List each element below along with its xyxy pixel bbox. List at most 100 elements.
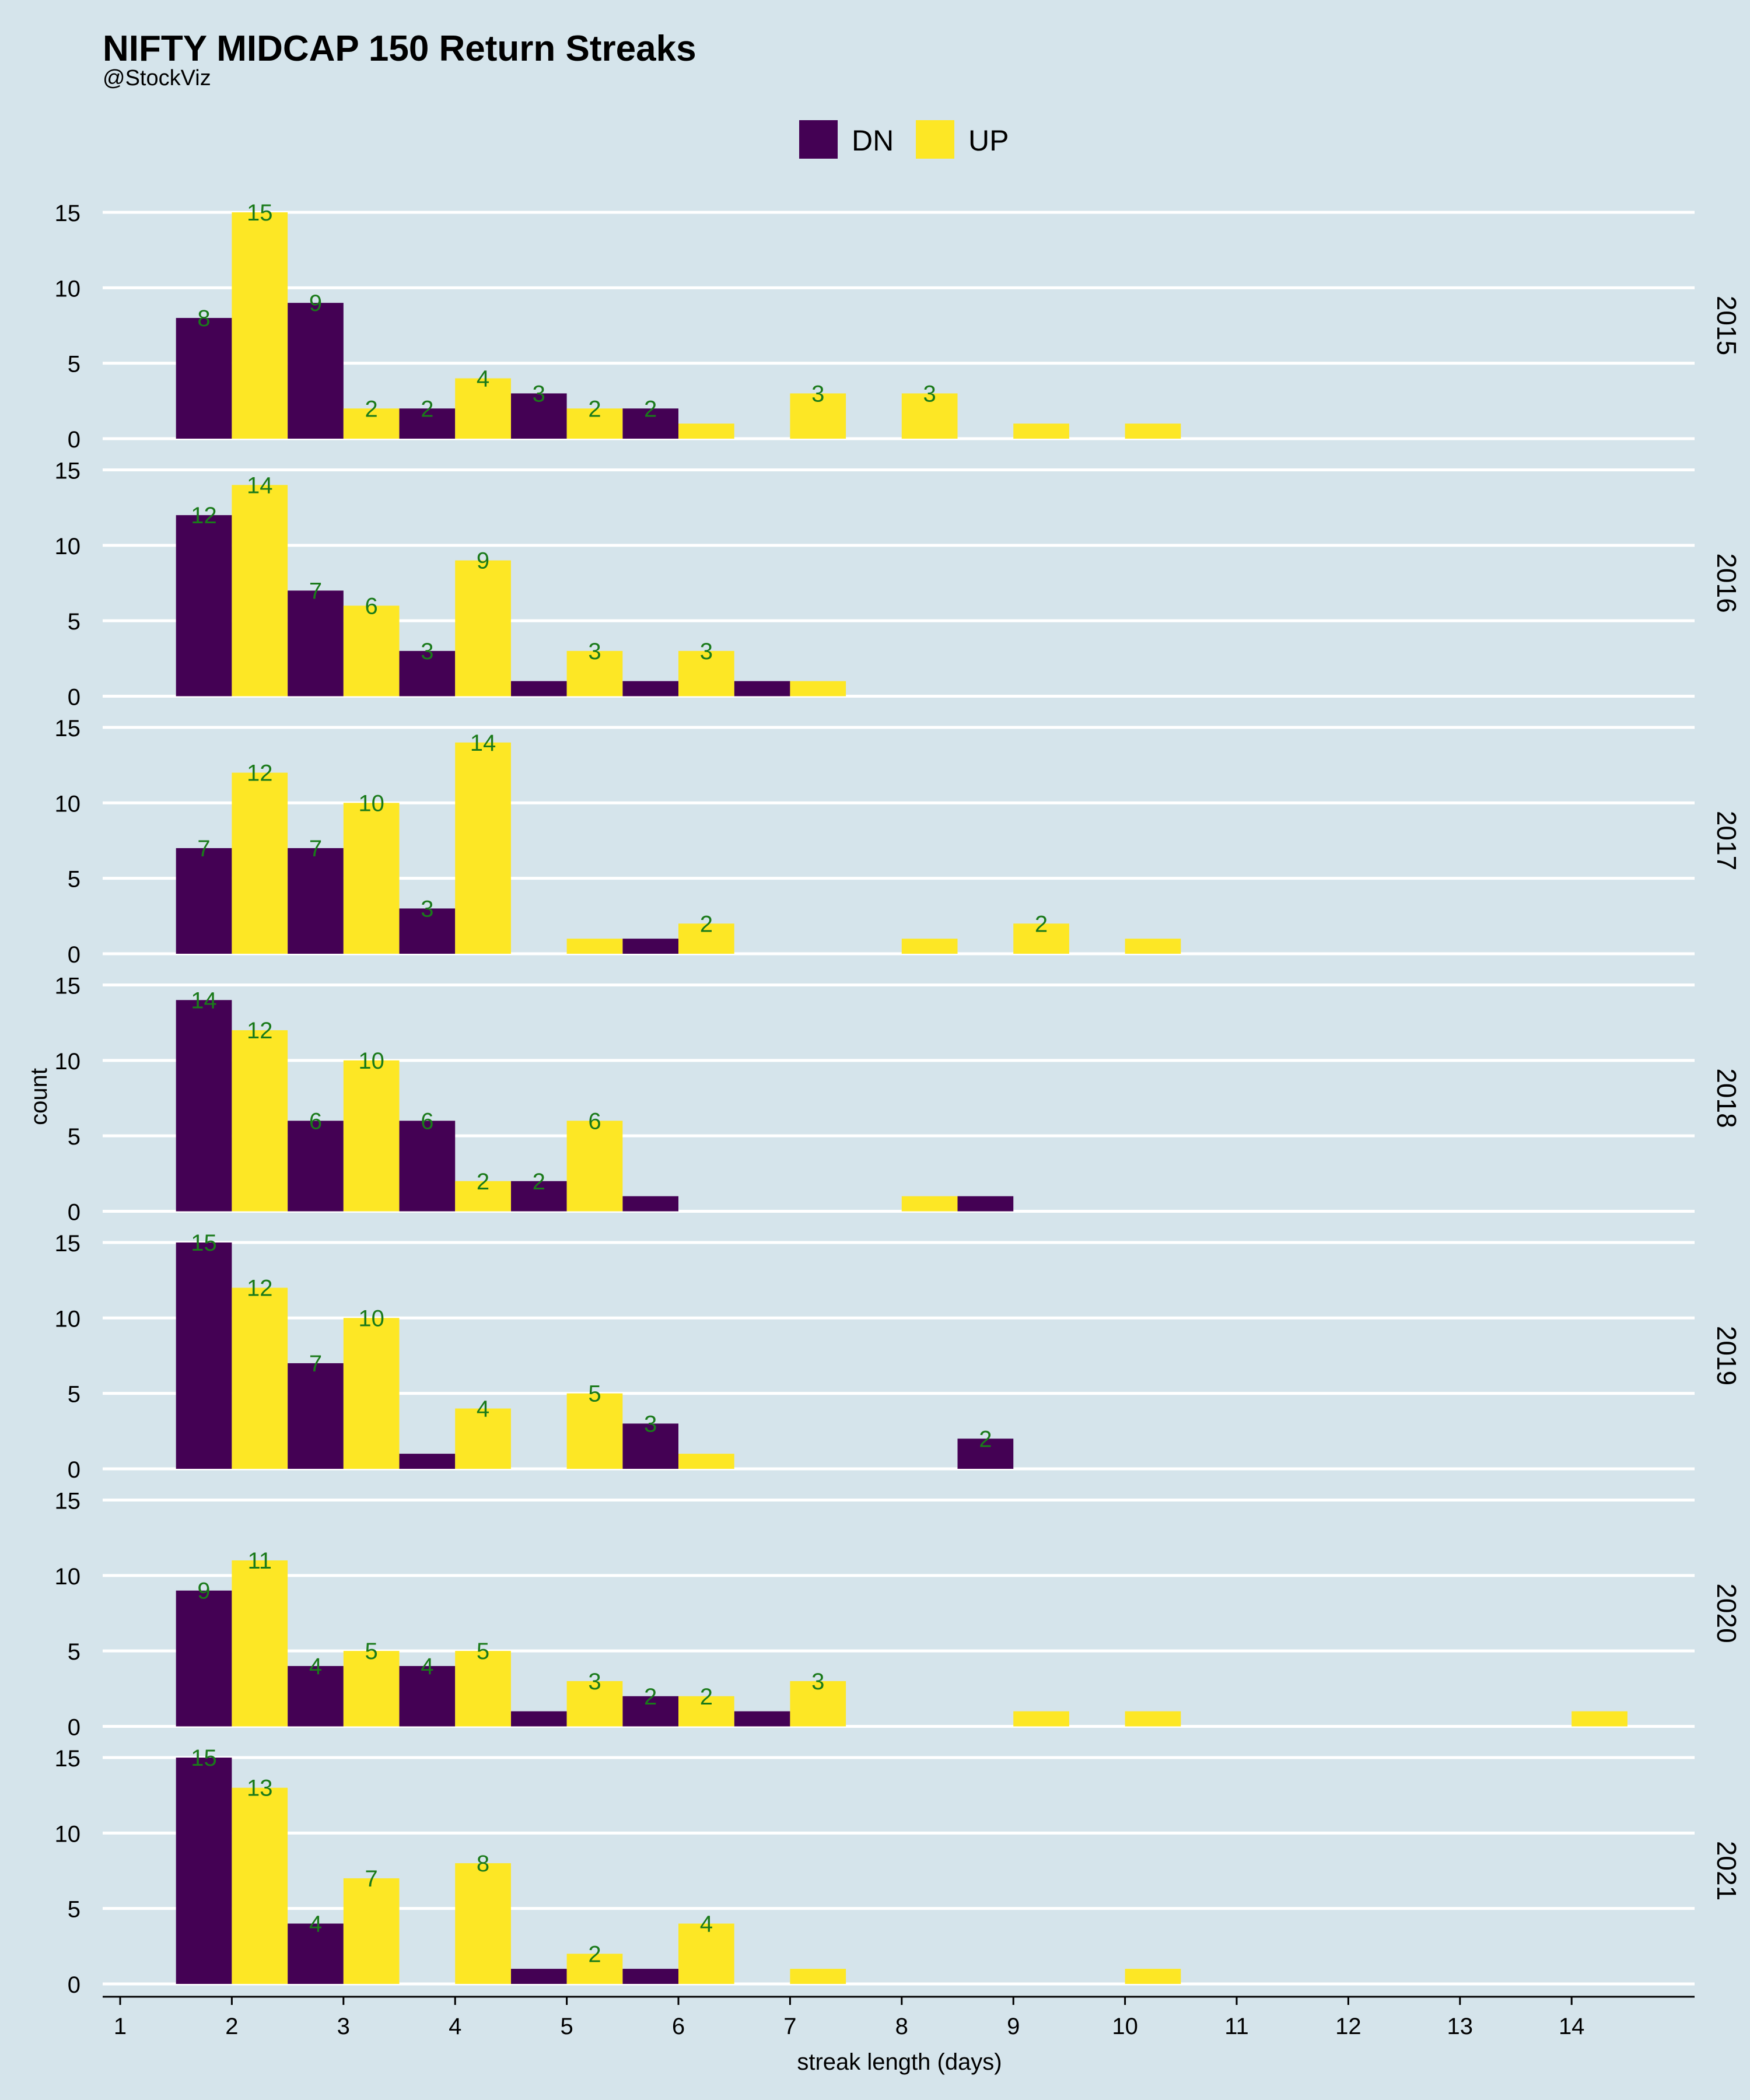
facet-strip-label: 2019 bbox=[1712, 1326, 1742, 1385]
data-label: 8 bbox=[197, 306, 210, 331]
bar-dn bbox=[176, 318, 232, 439]
data-label: 15 bbox=[247, 200, 273, 226]
data-label: 2 bbox=[1035, 911, 1048, 937]
bar-up bbox=[343, 408, 400, 439]
data-label: 6 bbox=[588, 1108, 601, 1134]
bar-up bbox=[1013, 424, 1069, 439]
bar-up bbox=[455, 378, 511, 439]
facet-strip-label: 2016 bbox=[1712, 553, 1742, 612]
data-label: 12 bbox=[247, 761, 273, 786]
bar-dn bbox=[288, 848, 344, 954]
x-axis-title: streak length (days) bbox=[797, 2049, 1002, 2075]
y-tick-label: 5 bbox=[68, 609, 80, 635]
data-label: 3 bbox=[533, 381, 545, 407]
facet-strip-label: 2021 bbox=[1712, 1841, 1742, 1901]
data-label: 15 bbox=[191, 1745, 217, 1771]
bar-up bbox=[455, 1181, 511, 1212]
y-tick-label: 15 bbox=[55, 1489, 81, 1514]
bar-dn bbox=[176, 848, 232, 954]
bar-up bbox=[790, 393, 846, 439]
bar-dn bbox=[622, 1423, 678, 1469]
y-tick-label: 5 bbox=[68, 1124, 80, 1150]
y-tick-label: 0 bbox=[68, 1457, 80, 1483]
bar-up bbox=[678, 1696, 734, 1727]
bar-up bbox=[232, 1787, 288, 1984]
data-label: 4 bbox=[477, 1396, 489, 1422]
facet-panel-2016: 0 5 10 15 2016 12 7 3 14 6 9 3 3 bbox=[55, 459, 1742, 710]
bar-dn bbox=[288, 1363, 344, 1469]
facet-strip-label: 2020 bbox=[1712, 1583, 1742, 1643]
data-label: 15 bbox=[191, 1230, 217, 1256]
bar-dn bbox=[399, 650, 456, 696]
y-tick-label: 5 bbox=[68, 352, 80, 377]
bar-up bbox=[455, 1863, 511, 1984]
data-label: 8 bbox=[477, 1851, 489, 1877]
data-label: 3 bbox=[811, 1669, 824, 1695]
y-tick-label: 0 bbox=[68, 1715, 80, 1741]
y-tick-label: 5 bbox=[68, 1897, 80, 1923]
data-label: 4 bbox=[700, 1912, 713, 1937]
bar-dn bbox=[399, 1666, 456, 1727]
bar-dn bbox=[288, 1121, 344, 1212]
data-label: 14 bbox=[191, 988, 217, 1013]
data-label: 10 bbox=[358, 1048, 384, 1074]
x-tick-label: 6 bbox=[672, 2014, 685, 2039]
bar-up bbox=[1013, 923, 1069, 954]
bar-up bbox=[678, 1454, 734, 1469]
x-tick-label: 8 bbox=[895, 2014, 908, 2039]
x-axis: 1 2 3 4 5 6 7 8 9 10 11 12 13 14 bbox=[103, 1996, 1695, 2039]
data-label: 9 bbox=[477, 548, 489, 574]
bar-up bbox=[343, 1651, 400, 1727]
chart-title: NIFTY MIDCAP 150 Return Streaks bbox=[103, 29, 696, 69]
data-label: 2 bbox=[588, 396, 601, 422]
bar-up bbox=[790, 1681, 846, 1727]
bar-dn bbox=[510, 393, 567, 439]
x-tick-label: 5 bbox=[560, 2014, 573, 2039]
bar-dn bbox=[510, 681, 567, 696]
data-label: 9 bbox=[197, 1578, 210, 1604]
bar-up bbox=[1572, 1711, 1628, 1727]
y-tick-label: 0 bbox=[68, 1200, 80, 1226]
data-label: 2 bbox=[644, 1684, 657, 1710]
data-label: 2 bbox=[644, 396, 657, 422]
data-label: 6 bbox=[365, 593, 378, 619]
data-label: 4 bbox=[309, 1654, 322, 1679]
legend-label-dn: DN bbox=[852, 124, 894, 157]
bar-up bbox=[343, 1060, 400, 1212]
data-label: 2 bbox=[700, 1684, 713, 1710]
bar-dn bbox=[176, 1242, 232, 1469]
data-label: 2 bbox=[421, 396, 433, 422]
data-label: 13 bbox=[247, 1776, 273, 1801]
bar-up bbox=[343, 803, 400, 954]
y-axis-title: count bbox=[26, 1068, 52, 1125]
facet-strip-label: 2018 bbox=[1712, 1068, 1742, 1128]
bar-dn bbox=[176, 1000, 232, 1212]
data-label: 3 bbox=[421, 639, 433, 664]
bar-up bbox=[566, 1393, 623, 1469]
chart-subtitle: @StockViz bbox=[103, 66, 211, 90]
data-label: 12 bbox=[247, 1018, 273, 1044]
facet-panel-2020: 0 5 10 15 2020 9 4 4 2 11 5 5 3 2 3 bbox=[55, 1489, 1742, 1741]
facet-panel-2015: 0 5 10 15 2015 8 9 2 3 2 15 2 4 2 3 3 bbox=[55, 200, 1742, 453]
x-tick-label: 2 bbox=[225, 2014, 238, 2039]
data-label: 5 bbox=[588, 1381, 601, 1407]
y-tick-label: 15 bbox=[55, 1746, 81, 1772]
bar-dn bbox=[399, 1454, 456, 1469]
data-label: 7 bbox=[365, 1866, 378, 1892]
bar-up bbox=[232, 485, 288, 696]
facet-strip-label: 2017 bbox=[1712, 811, 1742, 870]
y-tick-label: 0 bbox=[68, 942, 80, 968]
data-label: 4 bbox=[421, 1654, 433, 1679]
bar-dn bbox=[399, 1121, 456, 1212]
bar-up bbox=[455, 1408, 511, 1469]
bar-dn bbox=[622, 1969, 678, 1984]
y-tick-label: 5 bbox=[68, 1382, 80, 1408]
y-tick-label: 15 bbox=[55, 974, 81, 999]
bar-up bbox=[790, 1969, 846, 1984]
bar-up bbox=[232, 1030, 288, 1212]
bar-dn bbox=[957, 1196, 1014, 1212]
data-label: 3 bbox=[644, 1411, 657, 1437]
bar-up bbox=[343, 1318, 400, 1469]
x-tick-label: 1 bbox=[114, 2014, 127, 2039]
data-label: 7 bbox=[309, 578, 322, 604]
